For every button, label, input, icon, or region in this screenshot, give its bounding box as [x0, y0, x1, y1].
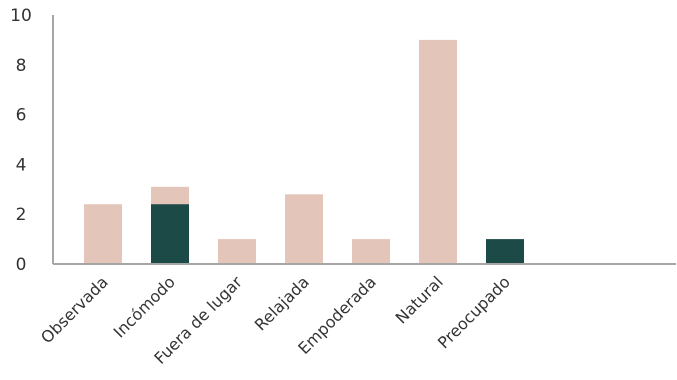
bar: [486, 239, 524, 264]
x-category-label: Preocupado: [434, 272, 514, 352]
bar: [419, 39, 457, 265]
bar: [218, 239, 256, 264]
x-category-label: Natural: [392, 272, 447, 327]
axes-layer: [52, 15, 676, 265]
bar: [352, 239, 390, 264]
y-tick-label: 4: [16, 155, 27, 175]
bars-layer: [84, 39, 524, 265]
y-tick-label: 2: [16, 205, 27, 225]
y-tick-labels: 0 2 4 6 8 10: [10, 6, 32, 275]
y-tick-label: 8: [16, 56, 27, 76]
x-category-label: Observada: [37, 272, 112, 347]
x-category-label: Relajada: [251, 272, 313, 334]
bar: [285, 194, 323, 264]
y-tick-label: 10: [10, 6, 32, 26]
bar: [151, 204, 189, 264]
y-tick-label: 6: [16, 106, 27, 126]
bar: [84, 204, 122, 264]
y-tick-label: 0: [16, 255, 27, 275]
x-category-label: Incómodo: [110, 272, 179, 341]
